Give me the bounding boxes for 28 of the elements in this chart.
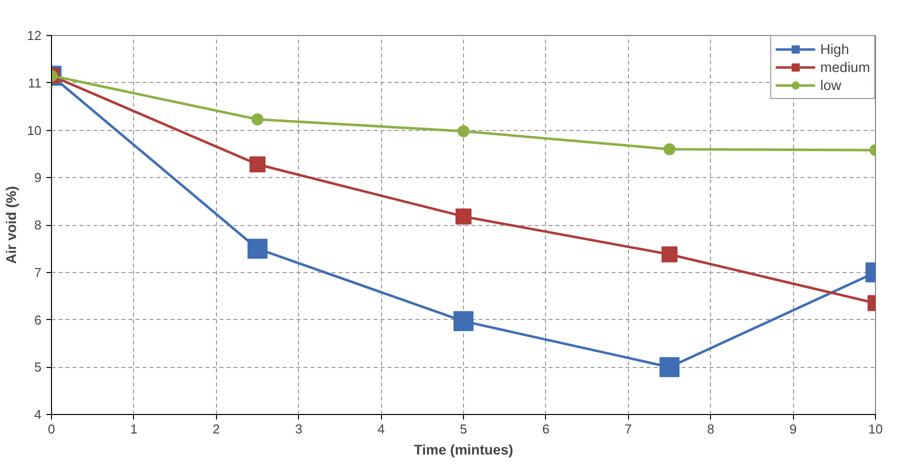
y-axis-title: Air void (%): [3, 186, 20, 264]
point: [454, 311, 474, 332]
y-tick-label: 7: [34, 264, 42, 280]
point: [458, 125, 470, 138]
y-tick-label: 9: [34, 170, 42, 186]
y-tick-label: 5: [34, 360, 42, 375]
x-tick-label: 7: [624, 422, 632, 436]
x-tick-label: 8: [707, 422, 714, 436]
point: [456, 208, 472, 224]
y-tick-label: 11: [28, 75, 42, 90]
x-tick-label: 3: [295, 422, 302, 436]
legend-label: low: [820, 76, 842, 94]
y-tick-label: 4: [34, 407, 42, 422]
y-tick-label: 10: [27, 122, 42, 138]
y-tick-label: 12: [27, 28, 42, 43]
x-tick-label: 5: [460, 422, 468, 436]
legend-label: High: [820, 40, 849, 58]
x-tick-label: 2: [212, 422, 220, 436]
x-tick-label: 6: [542, 422, 550, 436]
x-tick-label: 10: [868, 422, 883, 436]
y-tick-label: 8: [34, 218, 42, 232]
x-tick-label: 4: [377, 422, 385, 436]
x-tick-label: 9: [789, 422, 797, 436]
y-tick-label: 6: [34, 312, 42, 328]
x-axis-title: Time (mintues): [414, 442, 514, 458]
legend-label: medium: [820, 58, 870, 76]
x-tick-label: 0: [48, 422, 56, 436]
x-tick-label: 1: [130, 422, 138, 436]
